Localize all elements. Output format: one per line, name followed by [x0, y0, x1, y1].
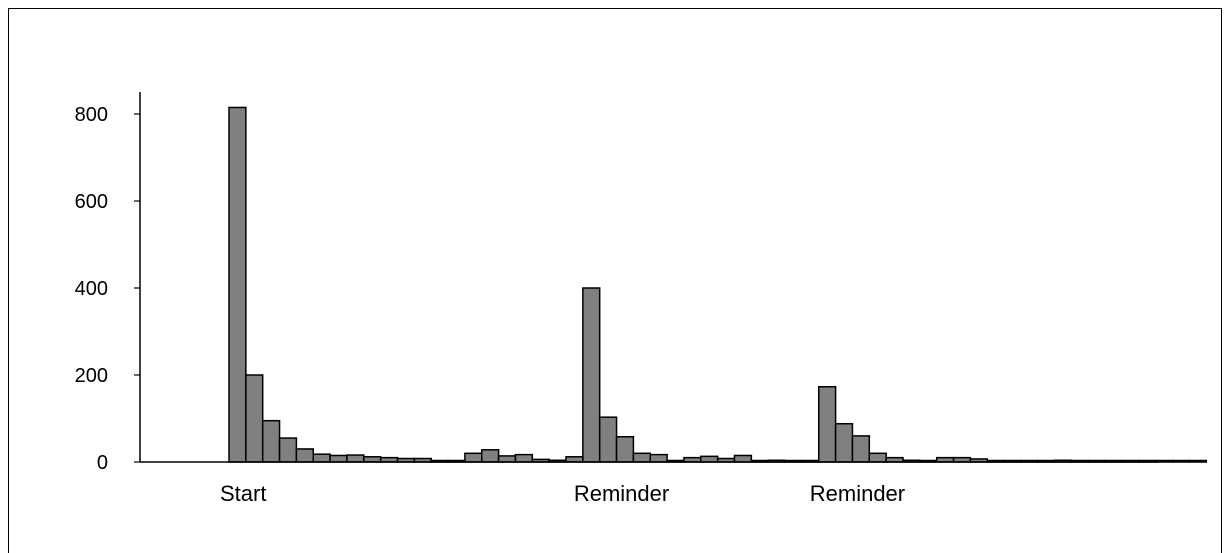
bar: [700, 455, 719, 463]
y-tick-label: 800: [75, 104, 108, 126]
y-axis-ticks: 0 200 400 600 800: [75, 104, 140, 474]
bar: [329, 454, 348, 463]
bar: [261, 419, 281, 463]
bar: [464, 452, 483, 463]
y-tick-label: 200: [75, 365, 108, 387]
bar: [346, 454, 365, 463]
bar: [565, 456, 584, 463]
bar: [514, 453, 534, 463]
event-label: Reminder: [574, 481, 669, 506]
bar: [733, 454, 753, 463]
bar: [1155, 459, 1174, 463]
bar: [818, 386, 837, 463]
bar: [481, 449, 500, 463]
bar: [868, 452, 887, 463]
bar: [598, 416, 618, 463]
bar: [649, 453, 668, 463]
bar: [363, 456, 382, 463]
bar: [851, 435, 871, 463]
event-labels: Start Reminder Reminder: [220, 481, 905, 506]
y-tick-label: 400: [75, 278, 108, 300]
bar: [615, 436, 635, 463]
bar: [632, 452, 652, 463]
bar: [312, 453, 331, 463]
event-label: Start: [220, 481, 266, 506]
bar: [582, 287, 601, 463]
bar: [245, 374, 264, 463]
bar: [1188, 459, 1208, 463]
bar: [834, 422, 854, 463]
bar: [228, 106, 247, 463]
bar-series: [228, 106, 1208, 463]
bar: [278, 437, 298, 463]
event-label: Reminder: [810, 481, 905, 506]
bar: [497, 455, 517, 463]
bar: [295, 448, 314, 463]
bar: [1171, 459, 1191, 463]
y-tick-label: 600: [75, 191, 108, 213]
y-tick-label: 0: [97, 452, 108, 474]
